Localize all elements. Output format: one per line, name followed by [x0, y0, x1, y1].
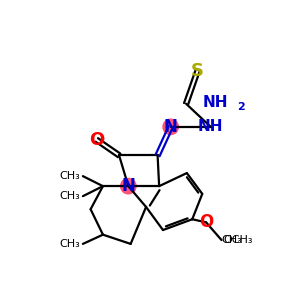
- Circle shape: [163, 119, 178, 135]
- Text: 2: 2: [237, 102, 245, 112]
- Text: CH₃: CH₃: [60, 239, 81, 249]
- Text: NH: NH: [198, 119, 224, 134]
- Circle shape: [121, 178, 136, 194]
- Text: S: S: [191, 62, 204, 80]
- Text: OCH₃: OCH₃: [223, 235, 253, 245]
- Text: N: N: [122, 177, 135, 195]
- Text: CH₃: CH₃: [60, 171, 81, 181]
- Text: O: O: [199, 213, 213, 231]
- Text: N: N: [164, 118, 178, 136]
- Text: CH₃: CH₃: [60, 191, 81, 201]
- Text: O: O: [89, 131, 104, 149]
- Text: NH: NH: [202, 95, 228, 110]
- Text: CH₃: CH₃: [221, 235, 242, 245]
